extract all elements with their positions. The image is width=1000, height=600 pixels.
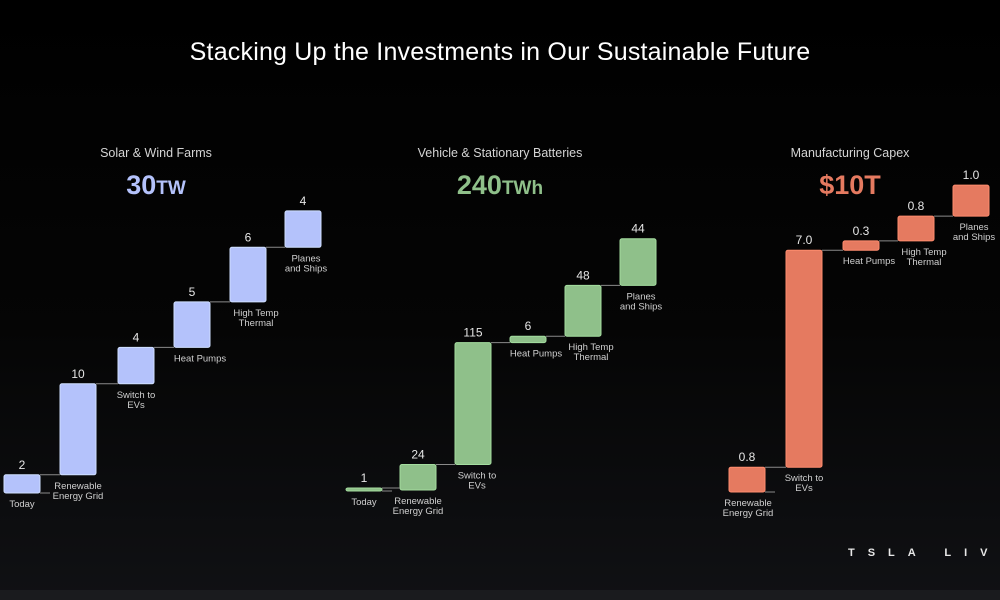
bar-2 [785, 249, 823, 468]
total-value: 30 [126, 170, 157, 200]
bar-2 [59, 383, 97, 476]
bar-4 [173, 301, 211, 348]
bar-1 [345, 487, 383, 492]
value-label: 7.0 [796, 233, 813, 247]
category-label: Switch to EVs [458, 471, 497, 492]
tesla-live-logo: TSLA LIVE [848, 547, 1000, 559]
value-label: 4 [300, 194, 307, 208]
category-label: Heat Pumps [510, 349, 563, 360]
panel-subtitle-solar-wind: Solar & Wind Farms [100, 146, 212, 160]
bar-3 [842, 240, 880, 251]
category-label: Renewable Energy Grid [53, 481, 104, 502]
panel-total-batteries: 240TWh [380, 170, 620, 201]
value-label: 0.8 [739, 450, 756, 464]
bar-5 [229, 246, 267, 303]
total-unit: TWh [501, 178, 544, 199]
value-label: 6 [525, 319, 532, 333]
total-value: $10T [819, 170, 881, 200]
bottom-strip [0, 590, 1000, 600]
bar-2 [399, 464, 437, 491]
bar-1 [728, 466, 766, 493]
value-label: 0.8 [908, 199, 925, 213]
category-label: Planes and Ships [953, 222, 996, 243]
panel-total-solar-wind: 30TW [36, 170, 276, 201]
value-label: 4 [133, 330, 140, 344]
bar-1 [3, 474, 41, 494]
value-label: 6 [245, 230, 252, 244]
panel-subtitle-batteries: Vehicle & Stationary Batteries [417, 146, 583, 160]
bar-4 [509, 335, 547, 344]
value-label: 24 [411, 448, 425, 462]
value-label: 1.0 [963, 168, 980, 182]
bar-6 [284, 210, 322, 248]
value-label: 1 [361, 471, 368, 485]
value-label: 44 [631, 222, 645, 236]
bar-3 [454, 342, 492, 466]
category-label: High Temp Thermal [568, 342, 613, 363]
category-label: Heat Pumps [843, 256, 896, 267]
bar-3 [117, 346, 155, 385]
panel-subtitle-capex: Manufacturing Capex [790, 146, 910, 160]
value-label: 5 [189, 285, 196, 299]
total-unit: TW [156, 178, 186, 199]
value-label: 2 [19, 458, 26, 472]
category-label: Today [351, 497, 377, 508]
slide-title: Stacking Up the Investments in Our Susta… [189, 38, 811, 66]
category-label: Switch to EVs [785, 473, 824, 494]
category-label: Switch to EVs [117, 390, 156, 411]
category-label: Planes and Ships [620, 291, 663, 312]
bar-4 [897, 215, 935, 242]
category-label: Heat Pumps [174, 353, 227, 364]
value-label: 0.3 [853, 224, 870, 238]
category-label: Renewable Energy Grid [393, 496, 444, 517]
value-label: 48 [576, 268, 590, 282]
category-label: Today [9, 499, 35, 510]
category-label: High Temp Thermal [901, 247, 946, 268]
total-value: 240 [456, 170, 502, 200]
category-label: Planes and Ships [285, 253, 328, 274]
bar-5 [564, 284, 602, 337]
value-label: 10 [71, 367, 85, 381]
bar-5 [952, 184, 990, 217]
category-label: Renewable Energy Grid [723, 498, 774, 519]
category-label: High Temp Thermal [233, 308, 278, 329]
bar-6 [619, 238, 657, 286]
value-label: 115 [463, 326, 482, 340]
panel-total-capex: $10T [730, 170, 970, 201]
